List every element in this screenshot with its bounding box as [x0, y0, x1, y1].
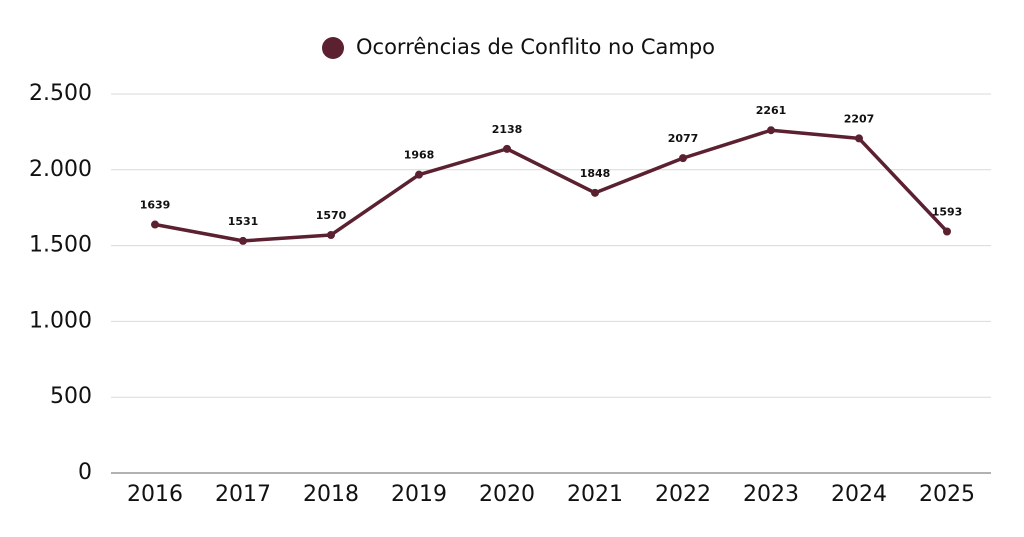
data-point — [503, 144, 511, 153]
data-label: 1593 — [932, 206, 963, 219]
series-line — [154, 128, 949, 243]
data-point — [415, 170, 423, 179]
x-tick-label: 2018 — [303, 482, 359, 507]
x-tick-label: 2017 — [215, 482, 271, 507]
legend-marker — [322, 37, 344, 59]
data-label: 2138 — [492, 123, 523, 136]
data-label: 1848 — [580, 167, 611, 180]
y-tick-label: 500 — [50, 384, 92, 409]
data-label: 2261 — [756, 104, 787, 117]
x-tick-label: 2023 — [743, 482, 799, 507]
y-tick-label: 2.000 — [29, 157, 92, 182]
x-tick-label: 2020 — [479, 482, 535, 507]
data-point — [239, 236, 247, 245]
y-tick-label: 1.500 — [29, 233, 92, 258]
data-label: 1639 — [140, 199, 171, 212]
data-label: 1570 — [316, 209, 347, 222]
x-tick-label: 2019 — [391, 482, 447, 507]
data-point — [855, 134, 863, 143]
x-tick-label: 2016 — [127, 482, 183, 507]
data-label: 1531 — [228, 215, 259, 228]
x-tick-label: 2021 — [567, 482, 623, 507]
y-tick-label: 0 — [78, 460, 92, 485]
data-label: 2077 — [668, 132, 699, 145]
y-tick-label: 1.000 — [29, 308, 92, 333]
data-label: 2207 — [844, 112, 875, 125]
x-tick-label: 2025 — [919, 482, 975, 507]
data-point — [327, 230, 335, 239]
data-point — [943, 227, 951, 236]
data-label: 1968 — [404, 149, 435, 162]
data-point — [151, 220, 159, 229]
data-point — [591, 188, 599, 197]
y-tick-label: 2.500 — [29, 81, 92, 106]
data-point — [767, 126, 775, 135]
data-point — [679, 154, 687, 163]
x-tick-label: 2024 — [831, 482, 887, 507]
x-tick-label: 2022 — [655, 482, 711, 507]
legend-label: Ocorrências de Conflito no Campo — [356, 35, 715, 59]
